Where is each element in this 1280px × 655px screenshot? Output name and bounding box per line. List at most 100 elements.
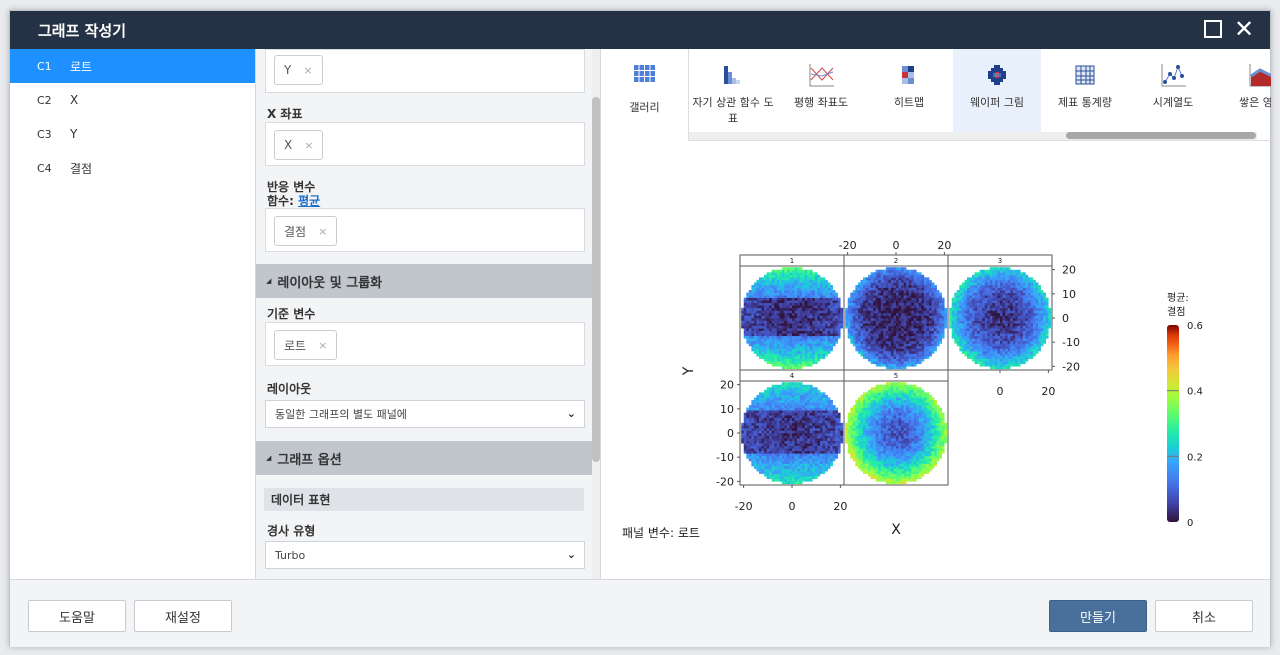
wafer-cell	[979, 277, 983, 281]
wafer-cell	[743, 422, 747, 426]
wafer-cell	[896, 279, 899, 283]
wafer-cell	[761, 356, 765, 359]
wafer-cell	[809, 399, 813, 403]
wafer-cell	[868, 282, 871, 286]
wafer-cell	[951, 335, 955, 339]
y-field[interactable]: Y ×	[265, 49, 585, 93]
wafer-cell	[771, 274, 775, 278]
wafer-cell	[1027, 279, 1031, 283]
by-field[interactable]: 로트 ×	[265, 322, 585, 366]
gallery-button[interactable]: 갤러리	[601, 49, 689, 141]
wafer-cell	[797, 338, 800, 342]
wafer-cell	[786, 366, 790, 370]
wafer-cell	[804, 440, 808, 444]
graph-type-wafer[interactable]: 웨이퍼 그림	[953, 49, 1041, 133]
wafer-cell	[936, 338, 940, 342]
wafer-cell	[789, 473, 793, 477]
wafer-cell	[855, 343, 859, 347]
x-field[interactable]: X ×	[265, 122, 585, 166]
wafer-cell	[1010, 279, 1013, 283]
graph-type-table[interactable]: 제표 통계량	[1041, 49, 1129, 133]
x-chip[interactable]: X ×	[274, 130, 324, 160]
layout-section-header[interactable]: ◢ 레이아웃 및 그룹화	[256, 264, 594, 298]
column-item[interactable]: C4 결점	[10, 151, 255, 185]
wafer-cell	[779, 448, 783, 452]
wafer-cell	[774, 318, 778, 321]
wafer-cell	[1005, 310, 1008, 314]
graph-options-header[interactable]: ◢ 그래프 옵션	[256, 441, 594, 475]
wafer-cell	[906, 345, 909, 349]
wafer-cell	[1015, 361, 1019, 365]
wafer-cell	[776, 343, 780, 347]
remove-icon[interactable]: ×	[304, 138, 314, 152]
wafer-cell	[751, 307, 755, 311]
wafer-cell	[921, 335, 925, 339]
options-scrollbar[interactable]	[592, 49, 600, 579]
graph-type-scrollbar[interactable]	[689, 132, 1257, 140]
wafer-cell	[814, 443, 818, 446]
scroll-thumb[interactable]	[1066, 132, 1256, 139]
gradient-select[interactable]: Turbo ⌄	[265, 541, 585, 569]
wafer-cell	[822, 305, 826, 309]
wafer-cell	[959, 310, 963, 314]
wafer-cell	[916, 335, 920, 339]
wafer-cell	[799, 361, 803, 365]
wafer-cell	[1015, 345, 1019, 349]
wafer-cell	[873, 274, 876, 278]
wafer-cell	[812, 279, 816, 283]
wafer-cell	[847, 305, 851, 309]
wafer-cell	[880, 292, 884, 296]
response-chip[interactable]: 결점 ×	[274, 216, 338, 246]
wafer-cell	[812, 287, 816, 291]
wafer-cell	[1043, 302, 1047, 306]
wafer-cell	[835, 422, 839, 426]
wafer-cell	[898, 320, 902, 324]
wafer-cell	[812, 330, 816, 334]
graph-type-heatmap[interactable]: 히트맵	[865, 49, 953, 133]
function-link[interactable]: 평균	[298, 194, 321, 208]
wafer-cell	[819, 343, 823, 347]
remove-icon[interactable]: ×	[318, 338, 328, 352]
wafer-cell	[878, 320, 882, 324]
wafer-cell	[776, 284, 780, 288]
wafer-cell	[1012, 325, 1016, 329]
graph-type-acf[interactable]: 자기 상관 함수 도표	[689, 49, 777, 133]
graph-type-parallel[interactable]: 평행 좌표도	[777, 49, 865, 133]
graph-type-area[interactable]: 쌓은 영역	[1217, 49, 1271, 133]
wafer-cell	[1020, 272, 1024, 276]
wafer-cell	[1033, 310, 1036, 314]
wafer-cell	[982, 361, 986, 365]
wafer-cell	[901, 269, 904, 273]
scroll-thumb[interactable]	[592, 97, 600, 462]
wafer-cell	[926, 323, 930, 326]
wafer-cell	[781, 353, 785, 357]
wafer-cell	[992, 272, 996, 276]
close-icon[interactable]: ✕	[1233, 15, 1255, 43]
wafer-cell	[989, 312, 993, 316]
panel-label: 3	[998, 257, 1002, 265]
wafer-cell	[979, 340, 983, 344]
layout-select[interactable]: 동일한 그래프의 별도 패널에 ⌄	[265, 400, 585, 428]
column-item[interactable]: C3 Y	[10, 117, 255, 151]
maximize-icon[interactable]	[1204, 20, 1222, 38]
y-chip[interactable]: Y ×	[274, 55, 323, 85]
wafer-cell	[761, 310, 765, 314]
remove-icon[interactable]: ×	[303, 63, 313, 77]
wafer-cell	[987, 284, 991, 288]
graph-type-timeseries[interactable]: 시계열도	[1129, 49, 1217, 133]
by-chip[interactable]: 로트 ×	[274, 330, 338, 360]
remove-icon[interactable]: ×	[318, 224, 328, 238]
wafer-cell	[989, 290, 993, 293]
column-item[interactable]: C1 로트	[10, 49, 255, 83]
column-item[interactable]: C2 X	[10, 83, 255, 117]
wafer-cell	[756, 318, 760, 321]
wafer-cell	[794, 410, 798, 413]
wafer-cell	[885, 282, 889, 286]
wafer-cell	[766, 466, 770, 469]
wafer-cell	[814, 405, 818, 408]
response-field[interactable]: 결점 ×	[265, 208, 585, 252]
wafer-cell	[779, 412, 783, 416]
wafer-cell	[771, 340, 775, 344]
wafer-cell	[1005, 267, 1008, 271]
wafer-cell	[794, 277, 798, 281]
